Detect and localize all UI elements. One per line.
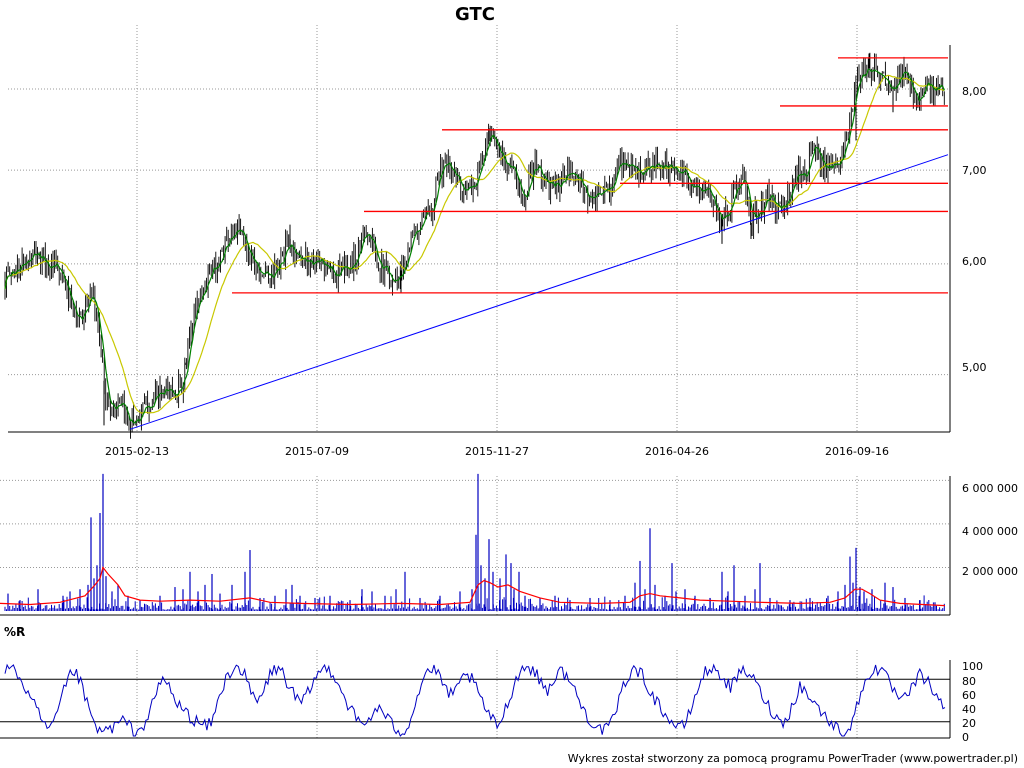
y-tick-label: 20 bbox=[962, 717, 976, 730]
williams-r-panel: %R 100 80 60 40 20 0 bbox=[0, 625, 983, 744]
chart-title: GTC bbox=[455, 4, 495, 25]
y-tick-label: 6,00 bbox=[962, 255, 987, 268]
footer-credit: Wykres został stworzony za pomocą progra… bbox=[568, 752, 1018, 765]
volume-panel: 6 000 000 4 000 000 2 000 000 bbox=[0, 473, 1018, 616]
williams-r-line bbox=[4, 663, 946, 737]
williams-r-grid bbox=[136, 650, 858, 738]
williams-r-series bbox=[4, 663, 946, 737]
x-tick-label: 2015-02-13 bbox=[105, 445, 169, 458]
yellow-moving-average bbox=[4, 74, 945, 414]
y-tick-label: 0 bbox=[962, 731, 969, 744]
trendline-line bbox=[129, 154, 949, 430]
y-tick-label: 8,00 bbox=[962, 85, 987, 98]
price-grid bbox=[8, 25, 950, 432]
price-x-ticks: 2015-02-13 2015-07-09 2015-11-27 2016-04… bbox=[105, 445, 889, 458]
price-bars bbox=[4, 52, 945, 439]
x-tick-label: 2016-04-26 bbox=[645, 445, 709, 458]
y-tick-label: 80 bbox=[962, 675, 976, 688]
x-tick-label: 2015-07-09 bbox=[285, 445, 349, 458]
green-ma-line bbox=[4, 68, 945, 424]
y-tick-label: 6 000 000 bbox=[962, 482, 1018, 495]
price-y-ticks: 8,00 7,00 6,00 5,00 bbox=[962, 85, 987, 374]
williams-r-label: %R bbox=[4, 625, 25, 639]
y-tick-label: 40 bbox=[962, 703, 976, 716]
x-tick-label: 2015-11-27 bbox=[465, 445, 529, 458]
y-tick-label: 5,00 bbox=[962, 361, 987, 374]
volume-grid bbox=[0, 476, 950, 615]
y-tick-label: 2 000 000 bbox=[962, 565, 1018, 578]
williams-r-levels bbox=[0, 678, 950, 723]
price-panel: GTC 2015-02-13 2015-07-09 2015-11-27 201… bbox=[4, 4, 987, 458]
x-tick-label: 2016-09-16 bbox=[825, 445, 889, 458]
yellow-ma-line bbox=[4, 74, 945, 414]
volume-average bbox=[0, 566, 946, 607]
trendline bbox=[129, 154, 949, 430]
y-tick-label: 4 000 000 bbox=[962, 525, 1018, 538]
y-tick-label: 60 bbox=[962, 689, 976, 702]
volume-average-line bbox=[0, 566, 946, 607]
green-moving-average bbox=[4, 68, 945, 424]
y-tick-label: 100 bbox=[962, 660, 983, 673]
volume-bars bbox=[4, 473, 945, 611]
price-axes bbox=[8, 45, 951, 433]
y-tick-label: 7,00 bbox=[962, 164, 987, 177]
support-resistance-levels bbox=[232, 57, 948, 294]
